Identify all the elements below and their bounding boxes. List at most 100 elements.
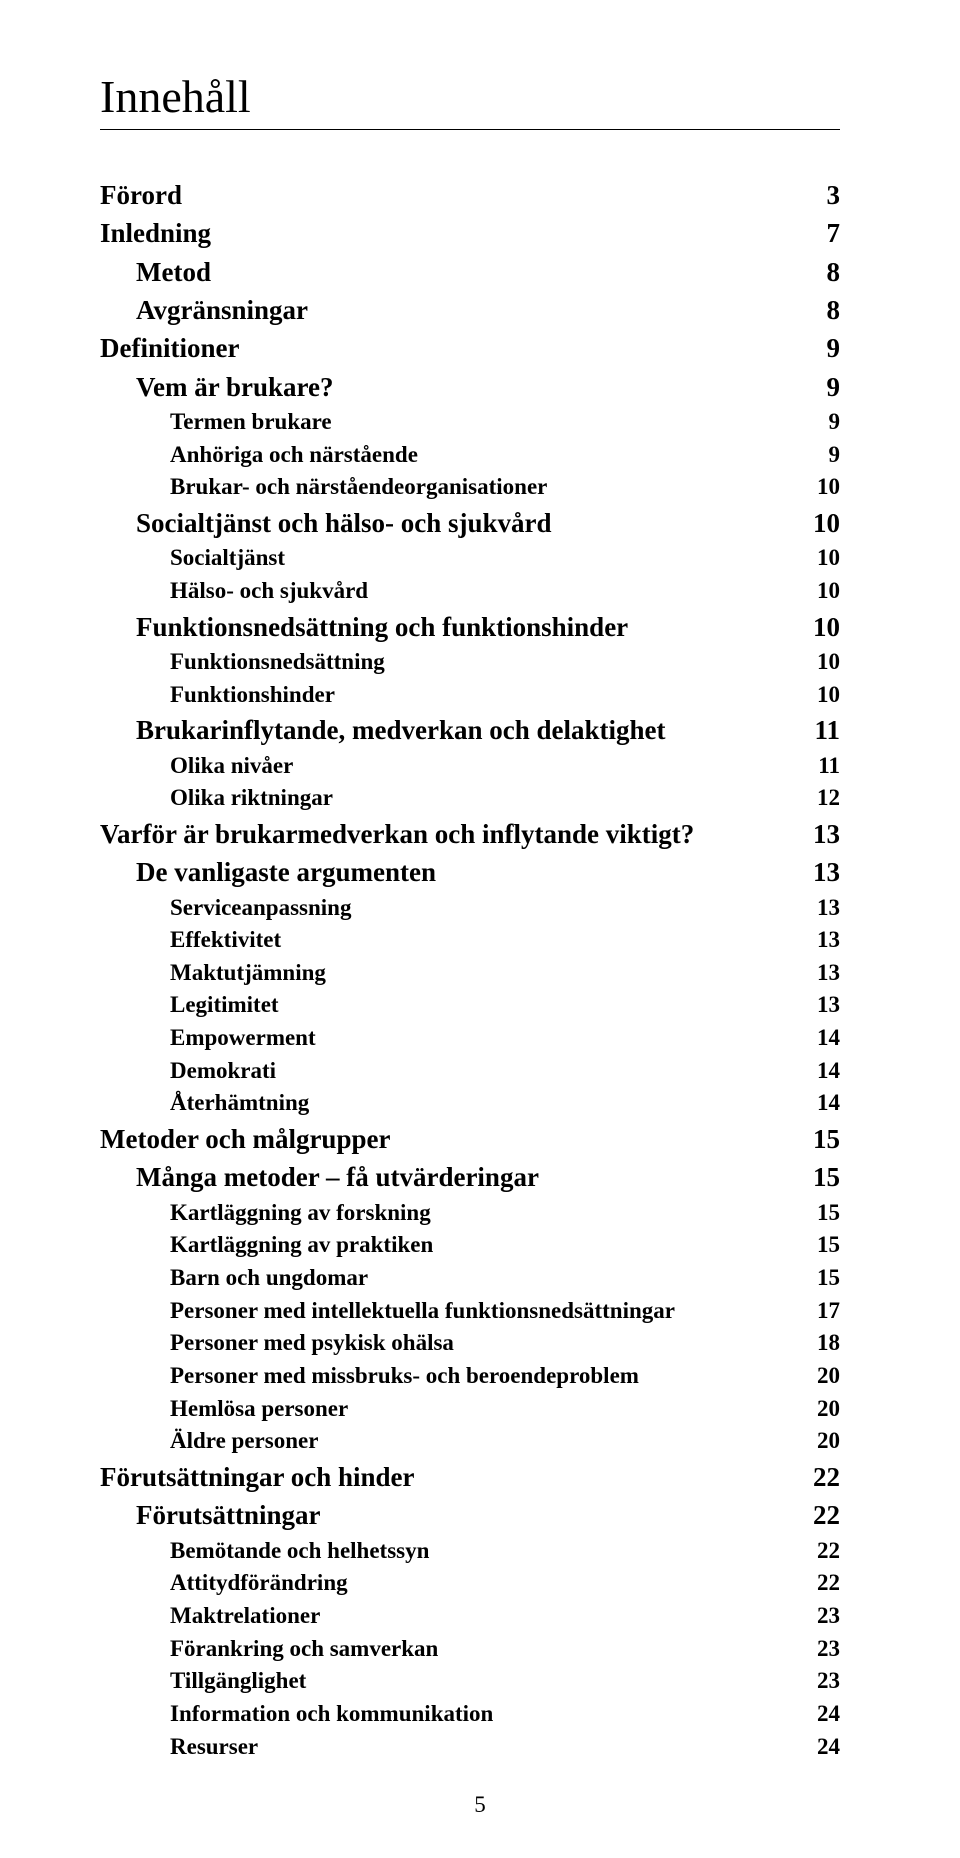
toc-label: Anhöriga och närstående [170, 439, 730, 472]
toc-label: Maktutjämning [170, 957, 730, 990]
toc-label: Funktionsnedsättning [170, 646, 730, 679]
toc-row: Resurser24 [100, 1731, 840, 1764]
toc-label: Effektivitet [170, 924, 730, 957]
toc-label: Förutsättningar och hinder [100, 1458, 800, 1496]
toc-page-number: 23 [800, 1600, 840, 1633]
toc-page-number: 9 [800, 406, 840, 439]
toc-row: Tillgänglighet23 [100, 1665, 840, 1698]
toc-row: Äldre personer20 [100, 1425, 840, 1458]
toc-row: Bemötande och helhetssyn 22 [100, 1535, 840, 1568]
toc-row: Olika nivåer11 [100, 750, 840, 783]
toc-row: Förutsättningar22 [100, 1496, 840, 1534]
toc-page-number: 13 [800, 892, 840, 925]
toc-label: Serviceanpassning [170, 892, 730, 925]
toc-page-number: 24 [800, 1698, 840, 1731]
toc-row: Attitydförändring 22 [100, 1567, 840, 1600]
toc-page-number: 10 [800, 679, 840, 712]
toc-row: Metod8 [100, 253, 840, 291]
toc-label: Metoder och målgrupper [100, 1120, 800, 1158]
toc-label: Förord [100, 176, 800, 214]
toc-page-number: 9 [800, 329, 840, 367]
toc-label: Inledning [100, 214, 800, 252]
toc-row: Socialtjänst 10 [100, 542, 840, 575]
toc-page-number: 10 [800, 542, 840, 575]
toc-page-number: 10 [800, 471, 840, 504]
toc-label: Återhämtning [170, 1087, 730, 1120]
toc-page-number: 15 [800, 1229, 840, 1262]
toc-row: Hälso- och sjukvård10 [100, 575, 840, 608]
toc-row: Olika riktningar 12 [100, 782, 840, 815]
toc-row: Effektivitet 13 [100, 924, 840, 957]
toc-page-number: 15 [800, 1262, 840, 1295]
toc-row: Legitimitet 13 [100, 989, 840, 1022]
toc-row: Barn och ungdomar 15 [100, 1262, 840, 1295]
toc-label: Kartläggning av forskning [170, 1197, 730, 1230]
page-title: Innehåll [100, 70, 840, 123]
toc-page-number: 15 [800, 1120, 840, 1158]
footer-page-number: 5 [0, 1792, 960, 1818]
toc-page-number: 13 [800, 924, 840, 957]
toc-label: Legitimitet [170, 989, 730, 1022]
toc-row: Empowerment14 [100, 1022, 840, 1055]
toc-page-number: 14 [800, 1055, 840, 1088]
toc-row: Varför är brukarmedverkan och inflytande… [100, 815, 840, 853]
toc-row: Maktutjämning13 [100, 957, 840, 990]
toc-page-number: 22 [800, 1567, 840, 1600]
toc-page-number: 23 [800, 1633, 840, 1666]
toc-page-number: 12 [800, 782, 840, 815]
toc-page-number: 13 [800, 853, 840, 891]
toc-row: Hemlösa personer20 [100, 1393, 840, 1426]
toc-page-number: 15 [800, 1197, 840, 1230]
toc-label: Definitioner [100, 329, 800, 367]
page: Innehåll Förord3Inledning7Metod8Avgränsn… [0, 0, 960, 1858]
toc-row: Förankring och samverkan23 [100, 1633, 840, 1666]
toc-label: Personer med intellektuella funktionsned… [170, 1295, 730, 1328]
toc-label: Metod [136, 253, 764, 291]
toc-page-number: 13 [800, 989, 840, 1022]
toc-label: Funktionsnedsättning och funktionshinder [136, 608, 764, 646]
toc-row: Personer med psykisk ohälsa18 [100, 1327, 840, 1360]
toc-row: Maktrelationer 23 [100, 1600, 840, 1633]
toc-row: Funktionshinder 10 [100, 679, 840, 712]
toc-row: Återhämtning 14 [100, 1087, 840, 1120]
toc-label: Bemötande och helhetssyn [170, 1535, 730, 1568]
toc-label: Brukar- och närståendeorganisationer [170, 471, 730, 504]
toc-label: Hälso- och sjukvård [170, 575, 730, 608]
toc-row: Kartläggning av praktiken15 [100, 1229, 840, 1262]
toc-row: Information och kommunikation 24 [100, 1698, 840, 1731]
toc-page-number: 15 [800, 1158, 840, 1196]
toc-row: Avgränsningar8 [100, 291, 840, 329]
toc-label: Information och kommunikation [170, 1698, 730, 1731]
toc-page-number: 24 [800, 1731, 840, 1764]
toc-label: Personer med missbruks- och beroendeprob… [170, 1360, 730, 1393]
toc-row: Metoder och målgrupper15 [100, 1120, 840, 1158]
toc-page-number: 22 [800, 1496, 840, 1534]
toc-label: De vanligaste argumenten [136, 853, 764, 891]
toc-row: Brukar- och närståendeorganisationer 10 [100, 471, 840, 504]
toc-row: Socialtjänst och hälso- och sjukvård10 [100, 504, 840, 542]
toc-page-number: 22 [800, 1458, 840, 1496]
toc-label: Maktrelationer [170, 1600, 730, 1633]
toc-label: Socialtjänst [170, 542, 730, 575]
toc-label: Funktionshinder [170, 679, 730, 712]
toc-label: Demokrati [170, 1055, 730, 1088]
title-rule [100, 129, 840, 130]
toc-label: Termen brukare [170, 406, 730, 439]
toc-row: Inledning7 [100, 214, 840, 252]
toc-label: Olika riktningar [170, 782, 730, 815]
toc-page-number: 14 [800, 1087, 840, 1120]
toc-page-number: 11 [800, 711, 840, 749]
table-of-contents: Förord3Inledning7Metod8Avgränsningar8Def… [100, 176, 840, 1763]
toc-row: Funktionsnedsättning10 [100, 646, 840, 679]
toc-label: Socialtjänst och hälso- och sjukvård [136, 504, 764, 542]
toc-row: Personer med intellektuella funktionsned… [100, 1295, 840, 1328]
toc-label: Attitydförändring [170, 1567, 730, 1600]
toc-page-number: 10 [800, 608, 840, 646]
toc-page-number: 22 [800, 1535, 840, 1568]
toc-label: Barn och ungdomar [170, 1262, 730, 1295]
toc-page-number: 18 [800, 1327, 840, 1360]
toc-label: Hemlösa personer [170, 1393, 730, 1426]
toc-label: Olika nivåer [170, 750, 730, 783]
toc-label: Vem är brukare? [136, 368, 764, 406]
toc-label: Varför är brukarmedverkan och inflytande… [100, 815, 800, 853]
